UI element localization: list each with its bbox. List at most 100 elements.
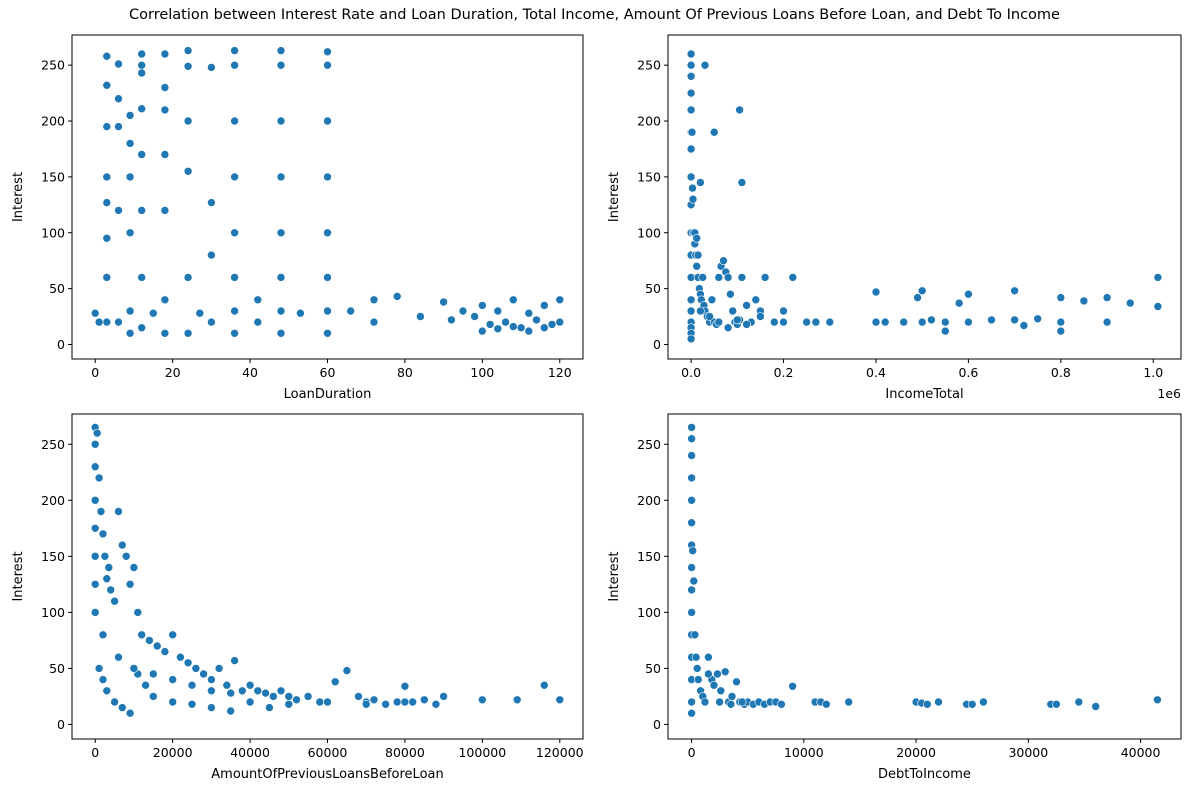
scatter-points — [90, 46, 565, 338]
scatter-point — [207, 686, 216, 696]
scatter-point — [137, 49, 146, 59]
scatter-point — [477, 301, 487, 310]
scatter-point — [696, 178, 705, 187]
scatter-point — [104, 563, 114, 572]
scatter-point — [687, 518, 696, 528]
scatter-point — [493, 306, 503, 316]
scatter-point — [207, 703, 216, 712]
scatter-point — [555, 295, 565, 305]
scatter-point — [176, 652, 185, 662]
scatter-point — [100, 551, 110, 561]
scatter-point — [168, 675, 177, 684]
y-tick-label: 0 — [653, 337, 661, 352]
y-tick-label: 100 — [41, 225, 65, 240]
x-tick-label: 0 — [91, 745, 99, 760]
scatter-point — [195, 308, 205, 318]
scatter-point — [141, 680, 150, 690]
scatter-point — [408, 697, 418, 707]
scatter-point — [102, 51, 112, 61]
scatter-point — [230, 328, 239, 338]
subplot-previous-loans-amount: 0 20000 40000 60000 80000 100000 120000 0 50 100 1… — [11, 413, 584, 782]
scatter-point — [114, 59, 123, 69]
scatter-point — [686, 172, 696, 182]
scatter-point — [183, 116, 193, 126]
scatter-point — [137, 273, 146, 282]
scatter-point — [226, 688, 235, 698]
scatter-point — [96, 507, 106, 516]
scatter-point — [94, 473, 104, 483]
scatter-point — [419, 695, 429, 705]
scatter-point — [691, 652, 701, 662]
x-tick-label: 80 — [397, 365, 413, 380]
scatter-point — [137, 150, 146, 159]
scatter-point — [555, 317, 565, 327]
scatter-point — [687, 495, 696, 505]
scatter-point — [693, 250, 703, 260]
scatter-point — [230, 172, 239, 182]
scatter-point — [168, 697, 177, 707]
scatter-point — [129, 563, 139, 572]
scatter-point — [118, 703, 127, 712]
scatter-point — [183, 62, 193, 71]
scatter-point — [687, 563, 696, 572]
scatter-point — [245, 680, 255, 690]
scatter-point — [727, 692, 737, 701]
scatter-point — [709, 127, 719, 137]
x-axis-label: LoanDuration — [284, 387, 372, 402]
scatter-point — [705, 312, 714, 321]
subplot-debt-to-income: 0 10000 20000 30000 40000 0 50 100 150 200 250 Debt… — [607, 413, 1182, 782]
scatter-point — [964, 317, 973, 327]
scatter-point — [821, 699, 831, 709]
x-tick-label: 20 — [165, 365, 181, 380]
scatter-point — [688, 194, 698, 204]
scatter-point — [698, 273, 708, 282]
scatter-point — [106, 585, 115, 595]
scatter-point — [102, 81, 112, 90]
x-tick-label: 0 — [91, 365, 99, 380]
scatter-point — [501, 317, 510, 327]
scatter-point — [160, 83, 170, 92]
scatter-point — [114, 507, 123, 516]
scatter-point — [303, 692, 313, 701]
scatter-point — [230, 60, 239, 70]
scatter-point — [686, 49, 696, 59]
scatter-point — [125, 708, 135, 718]
y-tick-label: 150 — [41, 549, 65, 564]
scatter-point — [416, 312, 425, 321]
scatter-point — [125, 328, 135, 338]
x-tick-label: 40000 — [230, 745, 270, 760]
scatter-point — [183, 328, 193, 338]
scatter-point — [431, 699, 441, 709]
y-tick-label: 100 — [637, 605, 661, 620]
y-tick-label: 200 — [637, 114, 661, 129]
y-axis-label: Interest — [11, 172, 26, 222]
scatter-point — [160, 206, 170, 215]
scatter-point — [716, 686, 726, 696]
scatter-point — [1033, 314, 1042, 324]
scatter-point — [276, 686, 286, 696]
y-tick-label: 50 — [49, 281, 65, 296]
scatter-point — [927, 315, 936, 325]
x-tick-label: 100000 — [458, 745, 506, 760]
scatter-point — [137, 630, 146, 640]
scatter-point — [485, 320, 495, 329]
scatter-point — [686, 60, 696, 70]
scatter-point — [880, 317, 890, 327]
scatter-point — [967, 699, 977, 709]
scatter-point — [1102, 317, 1112, 327]
scatter-point — [90, 579, 100, 589]
scatter-points — [686, 49, 1163, 344]
scatter-point — [102, 317, 112, 327]
scatter-point — [979, 697, 988, 707]
scatter-point — [183, 167, 193, 176]
scatter-point — [183, 658, 193, 668]
scatter-point — [688, 183, 697, 193]
scatter-point — [276, 306, 286, 316]
scatter-point — [292, 695, 301, 705]
y-tick-label: 150 — [637, 549, 661, 564]
scatter-point — [458, 306, 468, 316]
scatter-point — [145, 636, 154, 645]
scatter-point — [98, 675, 108, 684]
y-tick-label: 0 — [57, 717, 65, 732]
scatter-point — [94, 317, 104, 327]
